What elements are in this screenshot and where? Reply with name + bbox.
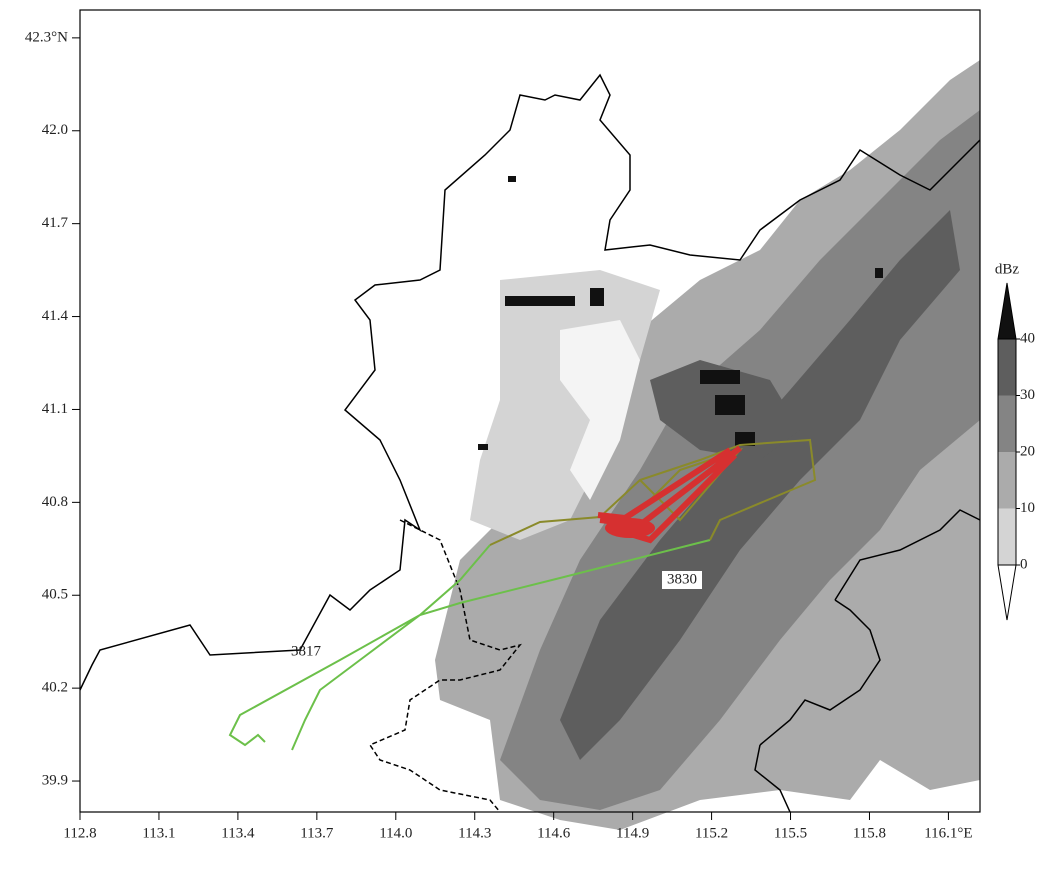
colorbar-tick-label: 20 [1020, 443, 1035, 459]
track-label: 3830 [667, 571, 697, 587]
y-tick-label: 41.4 [42, 308, 69, 324]
y-tick-label: 41.7 [42, 215, 69, 231]
flight-track [228, 539, 711, 751]
label-box [662, 571, 702, 589]
colorbar-tick-label: 0 [1020, 556, 1028, 572]
colorbar-tick-label: 30 [1020, 387, 1035, 403]
radar-clear [560, 320, 640, 500]
boundaries [79, 73, 981, 813]
radar-30-40 [560, 210, 960, 760]
x-tick-label: 115.8 [853, 825, 886, 841]
province-border [79, 73, 981, 691]
y-tick-label: 40.2 [42, 680, 68, 696]
x-tick-label: 113.7 [300, 825, 334, 841]
x-tick-label: 114.9 [616, 825, 649, 841]
y-tick-label: 39.9 [42, 772, 68, 788]
province-border [834, 509, 981, 601]
track-label: 3817 [291, 643, 322, 659]
x-tick-label: 115.5 [774, 825, 807, 841]
colorbar-extend [997, 564, 1017, 621]
colorbar-tick-label: 40 [1020, 330, 1035, 346]
colorbar-tick-label: 10 [1020, 500, 1035, 516]
y-tick-label: 40.8 [42, 494, 68, 510]
colorbar-label: dBz [995, 261, 1020, 277]
y-tick-label: 40.5 [42, 587, 68, 603]
x-tick-label: 114.6 [537, 825, 571, 841]
x-tick-label: 113.1 [142, 825, 175, 841]
x-tick-label: 112.8 [63, 825, 96, 841]
flight-tracks [228, 438, 817, 751]
y-tick-label: 42.0 [42, 122, 68, 138]
county-border [368, 519, 522, 813]
colorbar-extend [997, 282, 1017, 340]
colorbar-segment [998, 395, 1016, 452]
colorbar-segment [998, 452, 1016, 509]
x-tick-label: 113.4 [221, 825, 255, 841]
colorbar-segment [998, 339, 1016, 396]
x-tick-label: 116.1°E [924, 825, 972, 841]
province-border [759, 599, 881, 746]
radar-field [435, 60, 980, 830]
x-tick-label: 114.0 [379, 825, 412, 841]
map-frame [79, 9, 981, 813]
x-tick-label: 114.3 [458, 825, 491, 841]
y-tick-label: 41.1 [42, 401, 68, 417]
x-tick-label: 115.2 [695, 825, 728, 841]
radar-over-40 [478, 176, 883, 450]
flight-track-red [605, 518, 655, 538]
province-border [754, 744, 791, 813]
y-tick-label: 42.3°N [25, 29, 68, 45]
colorbar-segment [998, 508, 1016, 565]
